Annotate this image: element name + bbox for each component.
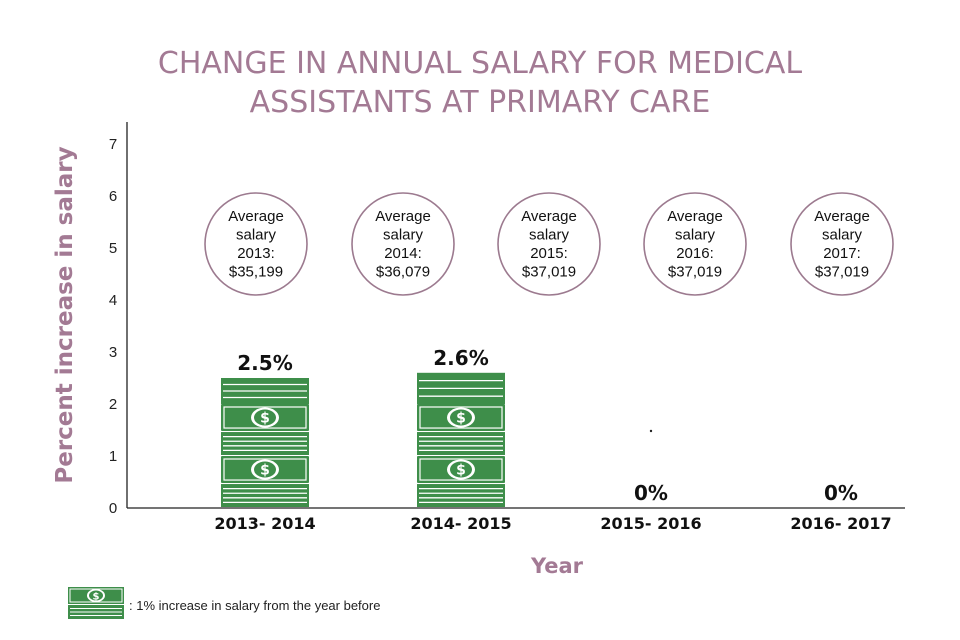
salary-bubble-text: $37,019 [668, 264, 722, 281]
y-tick-labels: 0 1 2 3 4 5 6 7 [109, 136, 117, 517]
salary-bubble-text: $37,019 [815, 264, 869, 281]
salary-bubble-text: $37,019 [522, 264, 576, 281]
svg-text:$: $ [456, 463, 466, 479]
chart-title-line-2: ASSISTANTS AT PRIMARY CARE [250, 85, 711, 120]
stray-dot [649, 429, 653, 433]
salary-bubble-text: 2014: [384, 245, 422, 262]
data-label: 0% [824, 481, 858, 505]
salary-bubble-circle [643, 192, 747, 296]
y-tick-label: 6 [109, 188, 117, 205]
svg-text:$: $ [456, 411, 466, 427]
salary-bubble-text: salary [529, 227, 570, 244]
x-tick-labels: 2013- 2014 2014- 2015 2015- 2016 2016- 2017 [214, 514, 891, 533]
salary-bubble-text: Average [228, 208, 284, 225]
chart-title: CHANGE IN ANNUAL SALARY FOR MEDICAL ASSI… [158, 46, 803, 120]
money-stack-icon: $ [68, 587, 124, 619]
data-label: 2.6% [433, 346, 488, 370]
chart-title-line-1: CHANGE IN ANNUAL SALARY FOR MEDICAL [158, 46, 803, 81]
y-tick-label: 4 [109, 292, 117, 309]
svg-text:$: $ [93, 592, 100, 603]
legend-text: : 1% increase in salary from the year be… [129, 598, 380, 613]
legend: $ : 1% increase in salary from the year … [68, 587, 380, 619]
salary-bubble-text: $35,199 [229, 264, 283, 281]
svg-text:$: $ [260, 463, 270, 479]
average-salary-annotations: Averagesalary2013:$35,199Averagesalary20… [204, 192, 894, 296]
salary-bubble-text: 2016: [676, 245, 714, 262]
salary-bubble-text: salary [383, 227, 424, 244]
salary-bubble-text: Average [375, 208, 431, 225]
y-tick-label: 2 [109, 396, 117, 413]
y-tick-label: 1 [109, 448, 117, 465]
x-tick-label: 2014- 2015 [410, 514, 511, 533]
data-label: 0% [634, 481, 668, 505]
salary-bubble-text: 2013: [237, 245, 275, 262]
y-axis-label: Percent increase in salary [52, 146, 78, 483]
y-tick-label: 0 [109, 500, 117, 517]
salary-bubble-text: $36,079 [376, 264, 430, 281]
bar: $$ [417, 372, 505, 507]
salary-bubble-circle [204, 192, 308, 296]
x-tick-label: 2015- 2016 [600, 514, 701, 533]
salary-bubble-text: Average [667, 208, 723, 225]
salary-bubble-text: 2017: [823, 245, 861, 262]
salary-bubble-text: salary [236, 227, 277, 244]
bar: $$ [221, 378, 309, 507]
y-tick-label: 3 [109, 344, 117, 361]
data-label: 2.5% [237, 351, 292, 375]
y-tick-label: 7 [109, 136, 117, 153]
salary-bubble-text: Average [521, 208, 577, 225]
x-tick-label: 2016- 2017 [790, 514, 891, 533]
bar-series: $$2.5%$$2.6%0% 0% [221, 346, 858, 507]
salary-bubble-text: salary [675, 227, 716, 244]
salary-bubble-circle [351, 192, 455, 296]
salary-bubble-text: 2015: [530, 245, 568, 262]
x-axis-label: Year [530, 554, 584, 578]
y-tick-label: 5 [109, 240, 117, 257]
salary-bubble-circle [497, 192, 601, 296]
salary-bubble-text: salary [822, 227, 863, 244]
salary-bubble-circle [790, 192, 894, 296]
salary-bubble-text: Average [814, 208, 870, 225]
svg-text:$: $ [260, 411, 270, 427]
x-tick-label: 2013- 2014 [214, 514, 315, 533]
